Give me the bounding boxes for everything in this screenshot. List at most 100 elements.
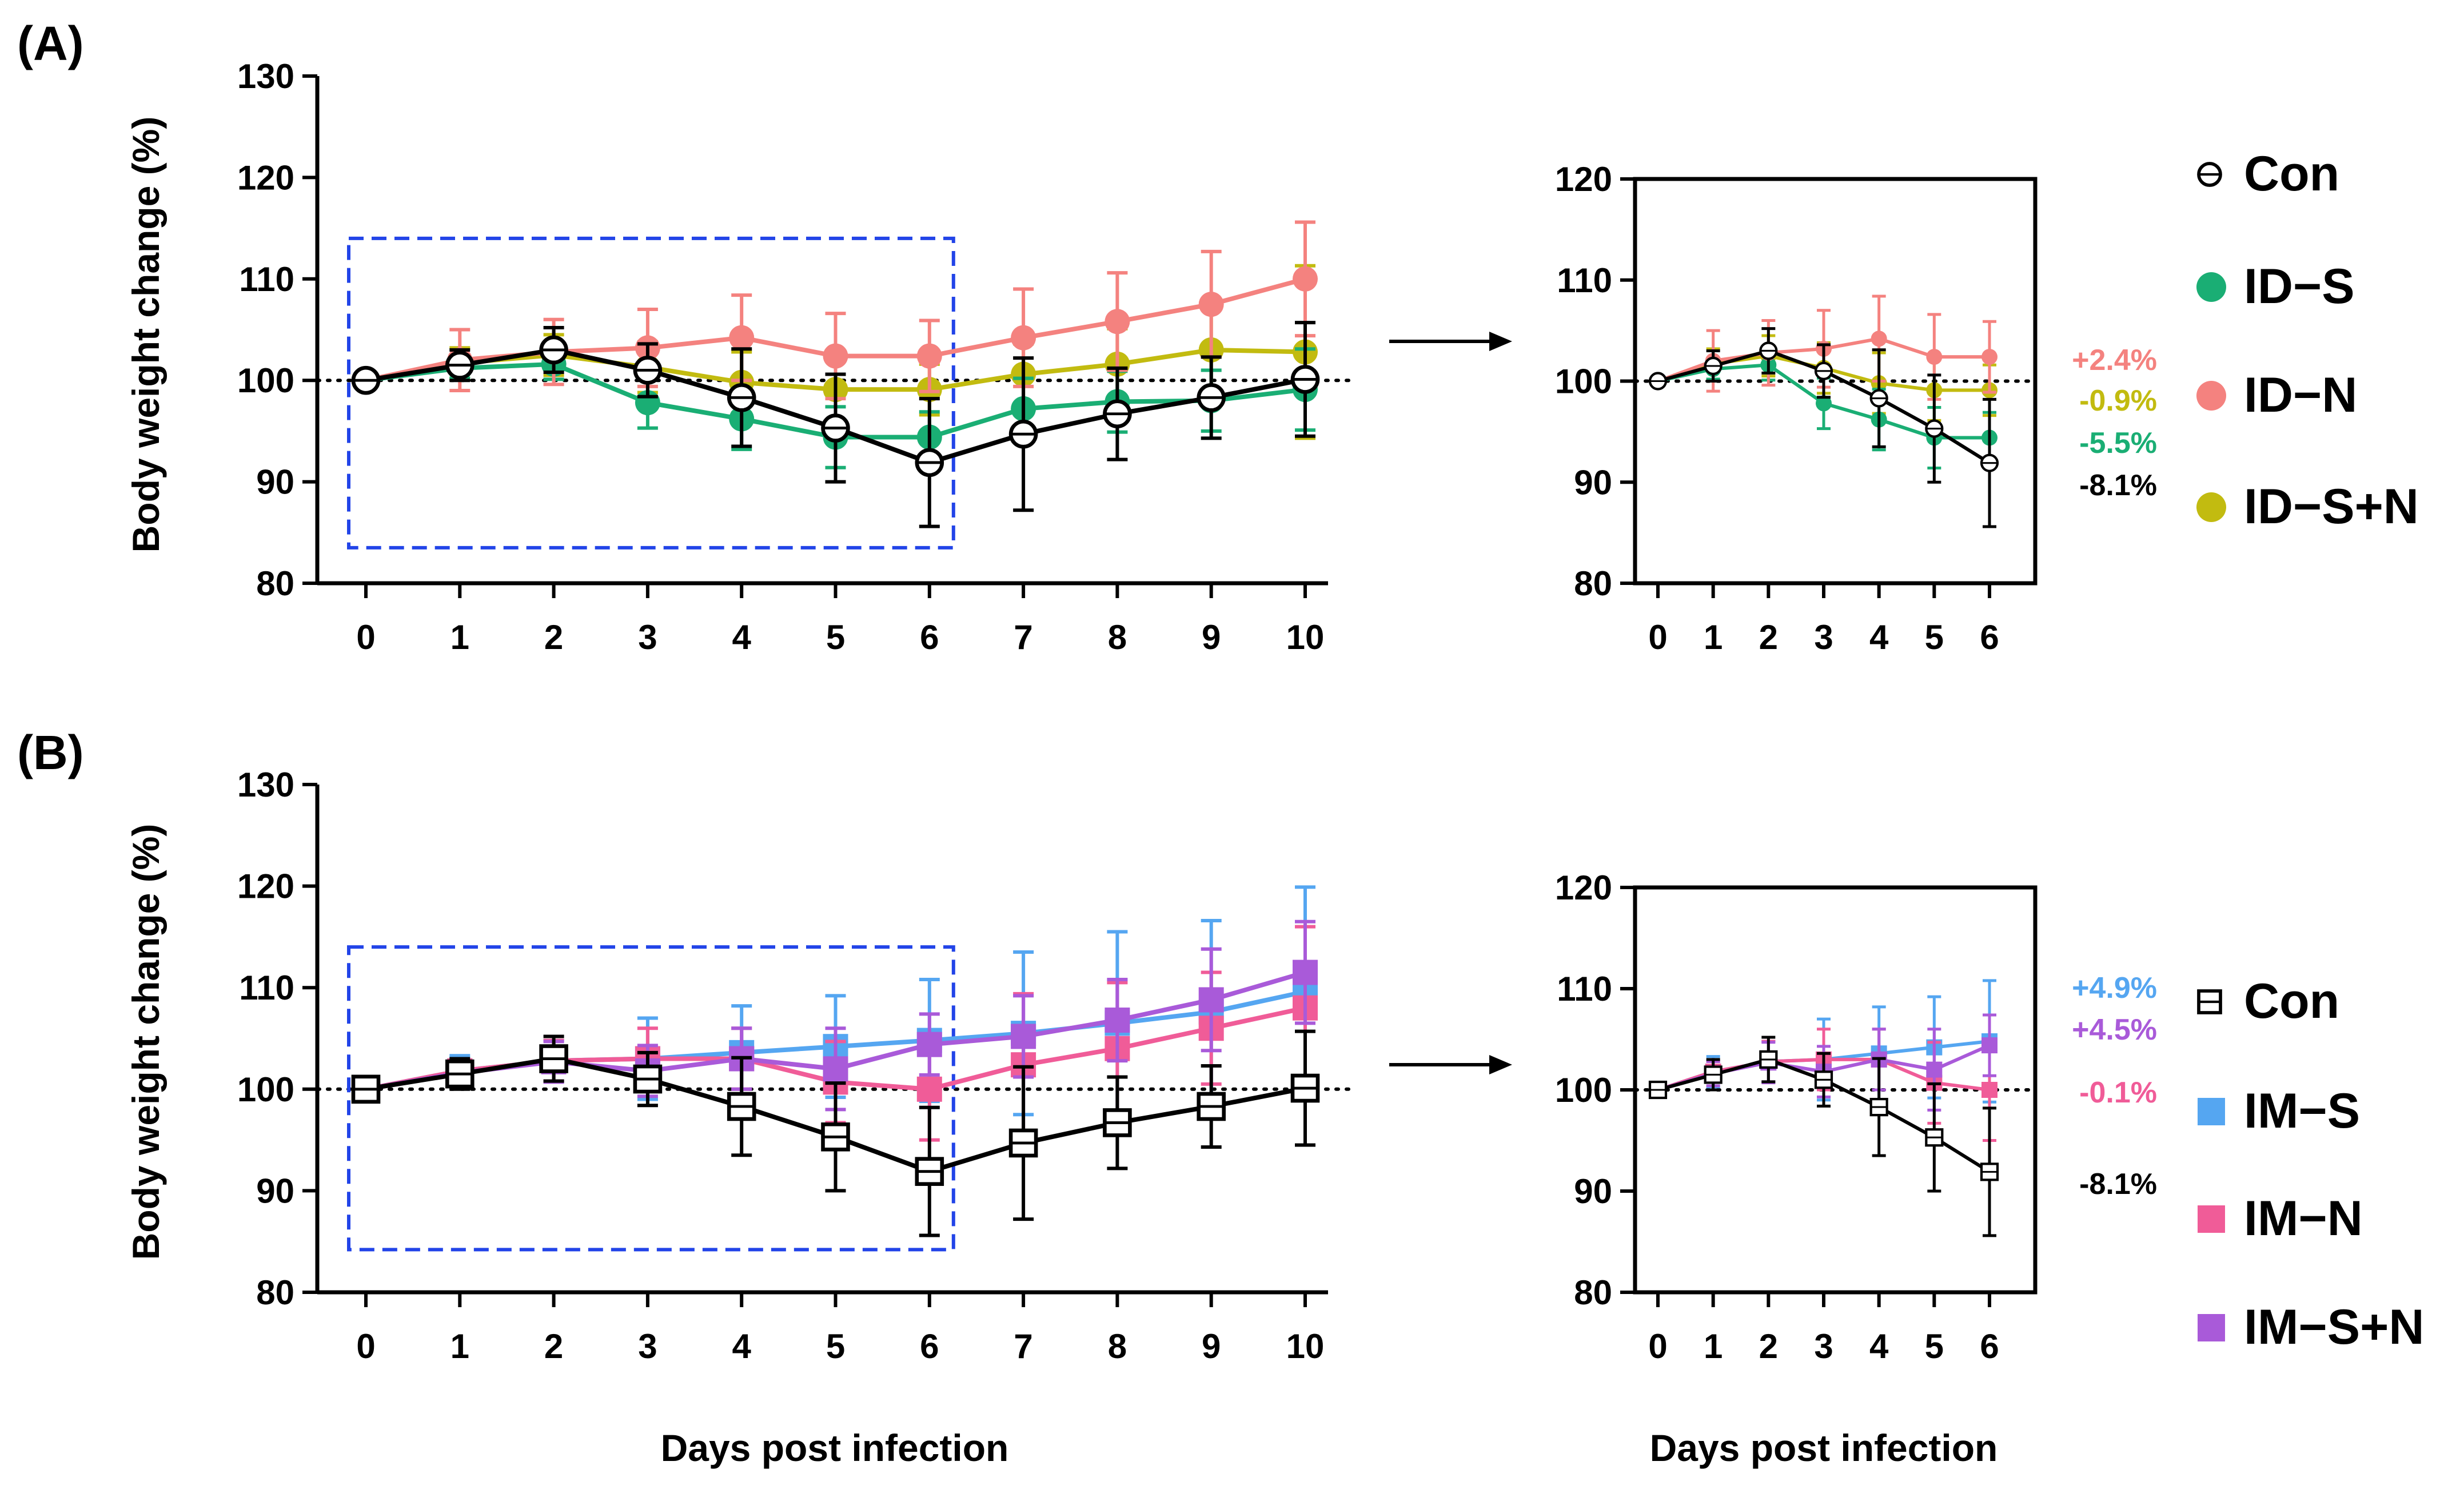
x-tick-label: 6 bbox=[920, 618, 939, 656]
data-point bbox=[539, 335, 568, 365]
annotation-label: -8.1% bbox=[2079, 469, 2157, 502]
y-tick-label: 130 bbox=[237, 766, 294, 804]
data-point bbox=[1293, 959, 1318, 985]
y-tick-label: 100 bbox=[237, 1070, 294, 1109]
data-point bbox=[821, 413, 850, 443]
x-tick-label: 5 bbox=[1925, 618, 1944, 656]
x-tick-label: 0 bbox=[356, 618, 375, 656]
data-point bbox=[821, 1122, 850, 1152]
data-point bbox=[1814, 1070, 1833, 1089]
x-tick-label: 9 bbox=[1202, 618, 1221, 656]
data-point bbox=[1198, 292, 1224, 317]
legend-item: IM−S+N bbox=[2198, 1300, 2424, 1355]
data-point bbox=[727, 383, 756, 412]
data-point bbox=[1648, 1080, 1668, 1100]
data-point bbox=[1981, 1082, 1997, 1098]
data-point bbox=[1704, 356, 1723, 376]
x-tick-label: 0 bbox=[1648, 618, 1667, 656]
y-tick-label: 110 bbox=[239, 260, 294, 298]
data-point bbox=[1293, 266, 1318, 292]
data-point bbox=[1869, 1097, 1888, 1117]
x-tick-label: 6 bbox=[1980, 1327, 1999, 1365]
y-tick-label: 90 bbox=[256, 463, 294, 501]
data-point bbox=[1871, 331, 1887, 347]
legend-marker bbox=[2198, 1314, 2225, 1341]
annotation-label: -8.1% bbox=[2079, 1168, 2157, 1201]
x-tick-label: 6 bbox=[920, 1327, 939, 1365]
legend-item: Con bbox=[2197, 974, 2339, 1029]
highlight-box bbox=[347, 236, 955, 550]
data-point bbox=[1197, 383, 1226, 412]
legend-item: IM−N bbox=[2198, 1191, 2363, 1246]
data-point bbox=[1103, 1108, 1132, 1137]
data-point bbox=[1759, 341, 1778, 360]
series-con bbox=[1648, 1036, 1999, 1237]
data-point bbox=[1981, 349, 1997, 365]
legend-marker bbox=[2197, 989, 2222, 1014]
data-point bbox=[915, 1157, 944, 1186]
data-point bbox=[633, 356, 663, 385]
legend-label: IM−S+N bbox=[2244, 1300, 2424, 1355]
x-tick-label: 2 bbox=[1759, 618, 1778, 656]
data-point bbox=[633, 1064, 663, 1094]
data-point bbox=[539, 1044, 568, 1073]
legend-item: ID−S bbox=[2196, 259, 2355, 314]
annotation-label: -0.9% bbox=[2079, 384, 2157, 417]
series-con bbox=[351, 321, 1320, 528]
legend-label: Con bbox=[2244, 974, 2339, 1029]
data-point bbox=[1869, 389, 1888, 408]
legend-item: Con bbox=[2197, 146, 2339, 201]
legend-label: IM−S bbox=[2244, 1084, 2360, 1138]
data-point bbox=[916, 1032, 942, 1057]
data-point bbox=[1926, 349, 1943, 365]
y-tick-label: 110 bbox=[239, 969, 294, 1007]
legend-label: ID−S+N bbox=[2244, 479, 2419, 534]
data-point bbox=[1816, 395, 1832, 412]
y-tick-label: 110 bbox=[1557, 261, 1612, 300]
y-tick-label: 100 bbox=[1555, 1071, 1612, 1109]
chart-b-main: 80 90 100 110 120 130 0 1 2 3 4 5 6 7 8 9 10 bbox=[237, 766, 1512, 1365]
x-tick-label: 1 bbox=[1704, 1327, 1723, 1365]
panel-label-a: (A) bbox=[17, 17, 84, 70]
x-tick-label: 1 bbox=[450, 618, 469, 656]
annotation-label: +4.5% bbox=[2072, 1013, 2157, 1046]
legend-marker bbox=[2198, 1098, 2225, 1125]
annotation-label: +2.4% bbox=[2072, 344, 2157, 377]
data-point bbox=[1704, 1065, 1723, 1084]
x-tick-label: 2 bbox=[544, 618, 563, 656]
data-point bbox=[445, 351, 475, 380]
chart-a-main: 80 90 100 110 120 130 0 1 2 3 4 5 6 7 8 9 10 bbox=[237, 57, 1512, 656]
legend-item: ID−S+N bbox=[2196, 479, 2419, 534]
data-point bbox=[1814, 361, 1833, 380]
data-point bbox=[1759, 1050, 1778, 1069]
x-tick-label: 10 bbox=[1286, 1327, 1325, 1365]
y-tick-label: 120 bbox=[237, 867, 294, 906]
y-tick-label: 100 bbox=[237, 361, 294, 400]
chart-a-inset: 80 90 100 110 120 0 1 2 3 4 5 6 bbox=[1555, 160, 2038, 656]
x-tick-label: 4 bbox=[732, 1327, 752, 1365]
data-point bbox=[1648, 372, 1668, 391]
annotations-a: +2.4% -0.9% -5.5% -8.1% bbox=[2072, 344, 2157, 502]
x-tick-label: 10 bbox=[1286, 618, 1325, 656]
annotation-label: -0.1% bbox=[2079, 1076, 2157, 1109]
data-point bbox=[1197, 1092, 1226, 1121]
data-point bbox=[823, 1056, 848, 1082]
y-tick-label: 100 bbox=[1555, 363, 1612, 401]
legend-marker bbox=[2196, 272, 2226, 302]
x-tick-label: 2 bbox=[1759, 1327, 1778, 1365]
legend-a: Con ID−S ID−N ID−S+N bbox=[2196, 146, 2419, 534]
data-point bbox=[1103, 399, 1132, 429]
data-point bbox=[1981, 1037, 1997, 1054]
y-tick-label: 80 bbox=[1574, 1273, 1612, 1312]
y-tick-label: 90 bbox=[1574, 1172, 1612, 1211]
y-tick-label: 90 bbox=[1574, 463, 1612, 501]
data-point bbox=[1980, 1162, 1999, 1181]
legend-marker bbox=[2196, 492, 2226, 522]
data-point bbox=[1011, 1024, 1036, 1049]
data-point bbox=[1008, 1128, 1038, 1158]
x-tick-label: 7 bbox=[1014, 1327, 1032, 1365]
data-point bbox=[729, 325, 755, 351]
data-point bbox=[916, 343, 942, 369]
x-tick-label: 5 bbox=[826, 618, 845, 656]
